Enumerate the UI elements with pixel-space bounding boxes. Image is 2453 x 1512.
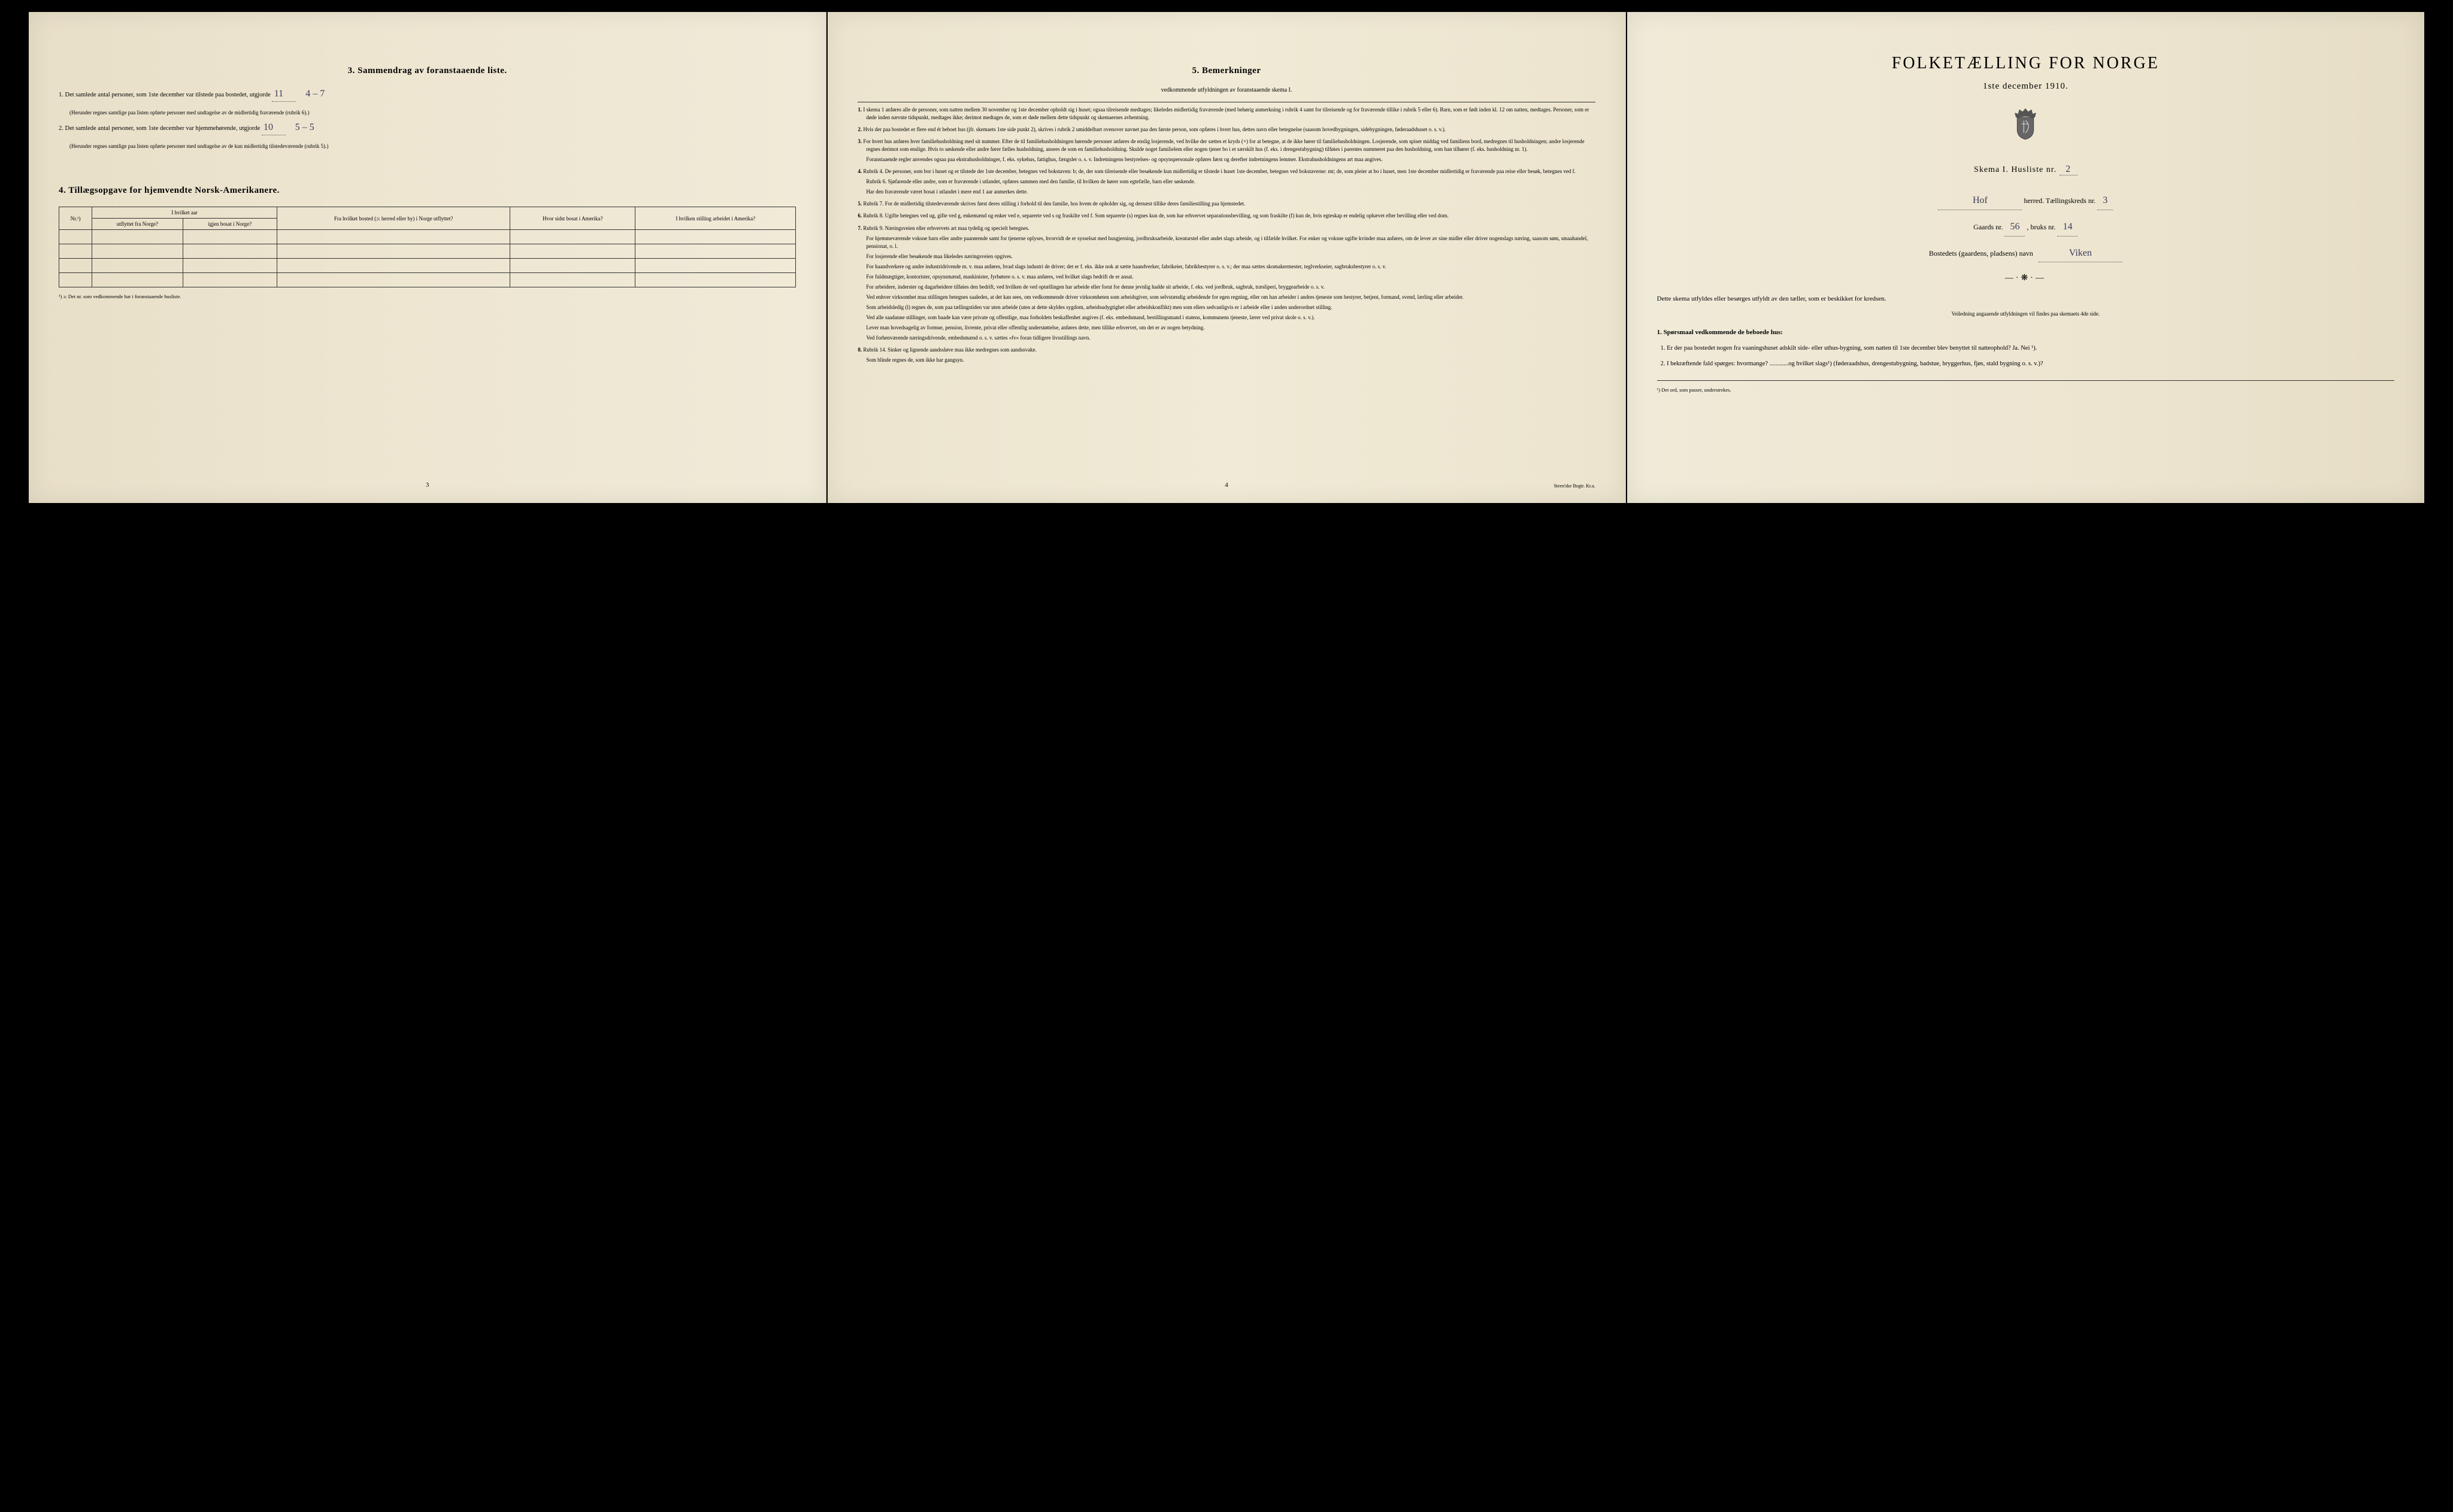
footnote-rule [1657, 380, 2394, 381]
table-row [59, 259, 796, 273]
bosted-handwritten: Viken [2039, 245, 2122, 263]
gaards-handwritten: 56 [2004, 219, 2025, 237]
remarks-list: 1. I skema 1 anføres alle de personer, s… [858, 106, 1595, 364]
section-4-title: 4. Tillægsopgave for hjemvendte Norsk-Am… [59, 186, 796, 196]
item2-handwritten-split: 5 – 5 [295, 122, 314, 132]
bruks-handwritten: 14 [2057, 219, 2078, 237]
table-row [59, 230, 796, 244]
section-5-subtitle: vedkommende utfyldningen av foranstaaend… [858, 87, 1595, 93]
table-row [59, 273, 796, 287]
remark-item: 6. Rubrik 8. Ugifte betegnes ved ug, gif… [858, 212, 1595, 220]
item1-text: 1. Det samlede antal personer, som 1ste … [59, 92, 271, 98]
bruks-label: , bruks nr. [2027, 223, 2055, 231]
remark-item: 8. Rubrik 14. Sinker og lignende aandssl… [858, 346, 1595, 364]
section-3-title: 3. Sammendrag av foranstaaende liste. [59, 66, 796, 76]
item1-handwritten-split: 4 – 7 [305, 89, 325, 99]
th-nr: Nr.¹) [59, 207, 92, 230]
page-cover: FOLKETÆLLING FOR NORGE 1ste december 191… [1627, 12, 2424, 503]
bosted-label: Bostedets (gaardens, pladsens) navn [1929, 249, 2033, 257]
th-last-america: Hvor sidst bosat i Amerika? [510, 207, 635, 230]
remark-item: 5. Rubrik 7. For de midlertidig tilstede… [858, 200, 1595, 208]
section-3-item-2: 2. Det samlede antal personer, som 1ste … [59, 120, 796, 135]
item1-note: (Herunder regnes samtlige paa listen opf… [69, 109, 796, 117]
emigrant-table: Nr.¹) I hvilket aar Fra hvilket bosted (… [59, 207, 796, 287]
gaards-line: Gaards nr. 56 , bruks nr. 14 [1657, 219, 2394, 237]
right-footnote: ¹) Det ord, som passer, understrekes. [1657, 387, 2394, 393]
questions-heading: 1. Spørsmaal vedkommende de beboede hus: [1657, 328, 2394, 338]
th-year-group: I hvilket aar [92, 207, 277, 219]
census-date: 1ste december 1910. [1657, 81, 2394, 92]
question-1: 1. Er der paa bostedet nogen fra vaaning… [1670, 344, 2394, 353]
ornament-divider: ―·❋·― [1657, 273, 2394, 283]
remark-item: 3. For hvert hus anføres hver familiehus… [858, 138, 1595, 163]
page-3: 3. Sammendrag av foranstaaende liste. 1.… [29, 12, 826, 503]
th-occupation-america: I hvilken stilling arbeidet i Amerika? [635, 207, 796, 230]
kreds-handwritten: 3 [2097, 192, 2113, 210]
herred-line: Hof herred. Tællingskreds nr. 3 [1657, 192, 2394, 210]
coat-of-arms [1657, 107, 2394, 144]
printer-credit: Steen'ske Bogtr. Kr.a. [1553, 483, 1595, 489]
remark-item: 4. Rubrik 4. De personer, som bor i huse… [858, 168, 1595, 196]
husliste-nr-handwritten: 2 [2060, 164, 2078, 175]
item2-handwritten-total: 10 [262, 120, 286, 135]
question-2: 2. I bekræftende fald spørges: hvormange… [1670, 359, 2394, 369]
bosted-line: Bostedets (gaardens, pladsens) navn Vike… [1657, 245, 2394, 263]
item2-note: (Herunder regnes samtlige paa listen opf… [69, 143, 796, 150]
section-5-title: 5. Bemerkninger [858, 66, 1595, 76]
th-returned: igjen bosat i Norge? [183, 219, 277, 230]
emigrant-tbody [59, 230, 796, 287]
item2-text: 2. Det samlede antal personer, som 1ste … [59, 125, 260, 132]
page-number-3: 3 [29, 481, 826, 489]
q1-text: 1. Er der paa bostedet nogen fra vaaning… [1661, 345, 2037, 352]
three-page-spread: 3. Sammendrag av foranstaaende liste. 1.… [29, 12, 2424, 503]
census-title: FOLKETÆLLING FOR NORGE [1657, 54, 2394, 73]
th-from-place: Fra hvilket bosted (ɔ: herred eller by) … [277, 207, 510, 230]
table-row [59, 244, 796, 259]
remark-item: 7. Rubrik 9. Næringsveien eller erhverve… [858, 225, 1595, 343]
page-4: 5. Bemerkninger vedkommende utfyldningen… [828, 12, 1625, 503]
see-page-4-note: Veiledning angaaende utfyldningen vil fi… [1657, 311, 2394, 317]
remark-item: 1. I skema 1 anføres alle de personer, s… [858, 106, 1595, 122]
herred-handwritten: Hof [1938, 192, 2022, 210]
instructions-para: Dette skema utfyldes eller besørges utfy… [1657, 294, 2394, 305]
section4-footnote: ¹) ɔ: Det nr. som vedkommende har i fora… [59, 293, 796, 299]
page-number-4: 4 [828, 481, 1625, 489]
skema-line: Skema I. Husliste nr. 2 [1657, 164, 2394, 175]
remark-item: 2. Hvis der paa bostedet er flere end ét… [858, 126, 1595, 134]
herred-label: herred. Tællingskreds nr. [2024, 196, 2095, 205]
section-3-item-1: 1. Det samlede antal personer, som 1ste … [59, 87, 796, 102]
skema-label: Skema I. Husliste nr. [1974, 165, 2057, 174]
item1-handwritten-total: 11 [272, 87, 296, 102]
gaards-label: Gaards nr. [1973, 223, 2003, 231]
th-emigrated: utflyttet fra Norge? [92, 219, 183, 230]
crown-shield-icon [2012, 107, 2039, 141]
